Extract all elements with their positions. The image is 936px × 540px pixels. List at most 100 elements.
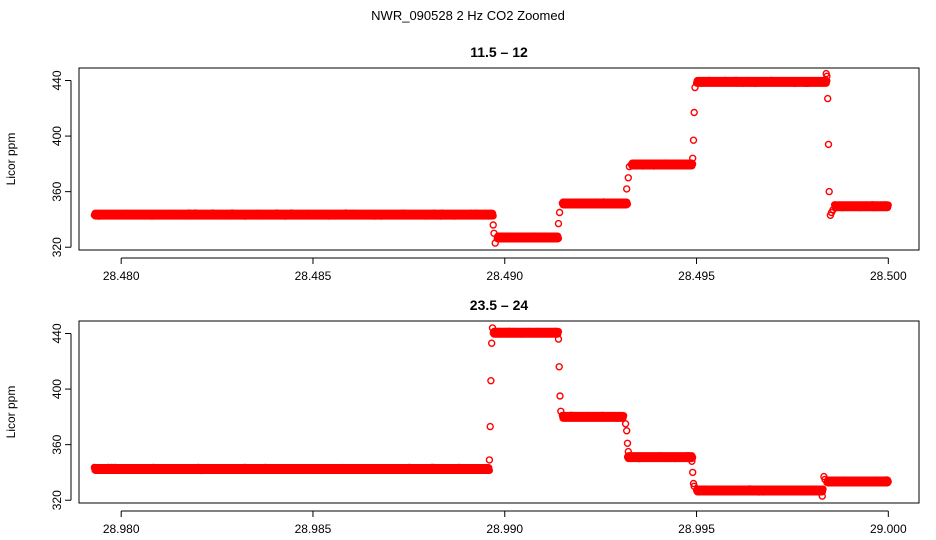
data-point (178, 465, 186, 473)
x-tick-label: 28.490 (486, 269, 523, 283)
data-point (799, 78, 807, 86)
data-point (818, 492, 826, 500)
data-point (691, 83, 699, 92)
data-point (554, 335, 563, 343)
data-points (90, 324, 892, 500)
data-point (335, 210, 344, 219)
data-point (438, 209, 446, 217)
data-point (621, 420, 630, 428)
data-point (215, 211, 223, 219)
panel-23-5-24: 23.5 – 24 Licor ppm 320 360 400 440 28.980 28.9… (4, 297, 920, 536)
data-point (109, 465, 118, 473)
data-point (656, 160, 665, 168)
data-point (485, 456, 494, 464)
data-point (663, 162, 671, 170)
data-point (484, 465, 492, 473)
data-point (331, 211, 339, 220)
data-point (508, 329, 516, 337)
data-point (824, 140, 833, 149)
data-point (361, 210, 369, 219)
data-point (798, 487, 806, 495)
data-point (625, 162, 634, 171)
data-point (778, 77, 787, 85)
y-tick-label: 360 (50, 181, 64, 201)
data-point (554, 328, 563, 336)
data-point (551, 327, 559, 335)
panel-title: 11.5 – 12 (470, 44, 528, 60)
data-point (623, 439, 632, 447)
data-point (554, 219, 563, 228)
y-tick-label: 440 (50, 323, 64, 343)
data-point (825, 187, 833, 196)
data-point (688, 457, 696, 465)
data-point (677, 161, 686, 169)
data-point (111, 210, 119, 218)
data-point (489, 212, 497, 220)
plot-frame (78, 320, 920, 504)
y-tick-label: 360 (50, 434, 64, 454)
y-axis-label: Licor ppm (4, 386, 18, 439)
x-tick-label: 28.995 (678, 522, 715, 536)
data-point (748, 79, 756, 87)
plot-frame (78, 67, 920, 251)
data-point (817, 487, 826, 495)
data-point (796, 78, 804, 86)
y-axis-label: Licor ppm (4, 133, 18, 186)
panel-title: 23.5 – 24 (470, 297, 529, 313)
data-point (527, 329, 536, 337)
data-point (491, 239, 499, 247)
data-point (554, 234, 563, 242)
data-point (844, 476, 852, 485)
y-tick-label: 440 (50, 70, 64, 90)
data-point (884, 478, 892, 486)
data-point (465, 211, 473, 219)
data-point (490, 229, 498, 238)
data-point (401, 209, 409, 217)
data-point (884, 201, 892, 209)
data-point (555, 363, 563, 371)
data-point (486, 422, 494, 431)
data-point (823, 72, 831, 81)
panel-11-5-12: 11.5 – 12 Licor ppm 320 360 400 440 28.480 28.4… (4, 44, 920, 283)
data-point (250, 464, 258, 472)
data-point (488, 324, 497, 332)
data-point (690, 482, 698, 490)
data-point (489, 221, 497, 229)
x-tick-label: 28.980 (103, 522, 140, 536)
data-point (823, 77, 831, 85)
data-point (555, 208, 564, 217)
data-points (90, 69, 892, 247)
data-point (742, 486, 750, 494)
x-tick-label: 28.495 (678, 269, 715, 283)
data-point (434, 463, 442, 472)
data-point (824, 94, 832, 103)
data-point (313, 211, 321, 219)
data-point (520, 233, 529, 242)
data-point (690, 108, 698, 117)
data-point (774, 487, 782, 495)
data-point (233, 210, 241, 218)
data-point (265, 212, 273, 220)
data-point (829, 205, 837, 214)
data-point (487, 377, 495, 385)
data-point (624, 447, 632, 456)
data-point (821, 475, 829, 484)
data-point (737, 78, 745, 86)
y-tick-label: 400 (50, 126, 64, 146)
data-point (433, 465, 441, 473)
data-point (557, 407, 565, 415)
data-point (620, 200, 628, 208)
data-point (532, 233, 540, 241)
y-tick-label: 320 (50, 490, 64, 510)
data-point (624, 174, 632, 182)
data-point (507, 328, 515, 336)
data-point (720, 485, 728, 493)
data-point (819, 485, 827, 493)
data-point (689, 136, 698, 144)
data-point (630, 454, 638, 462)
figure-title: NWR_090528 2 Hz CO2 Zoomed (371, 8, 565, 23)
data-point (879, 476, 888, 484)
x-tick-label: 28.480 (103, 269, 140, 283)
data-point (881, 478, 889, 486)
